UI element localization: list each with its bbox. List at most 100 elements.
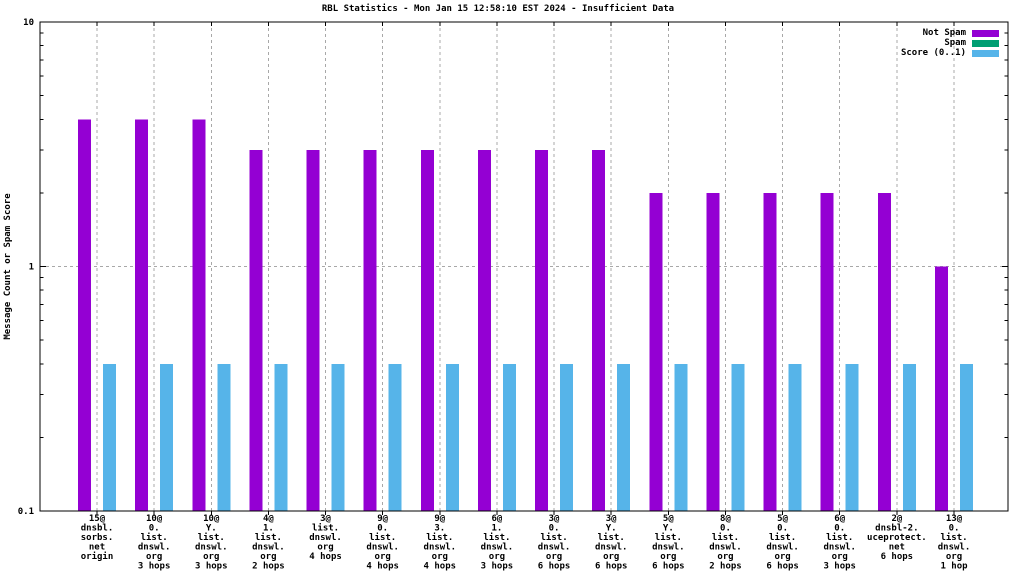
x-category-label: Y. bbox=[663, 524, 674, 534]
bar-not-spam bbox=[477, 149, 491, 511]
y-tick-label: 1 bbox=[29, 263, 34, 273]
x-category-label: 4 hops bbox=[309, 552, 342, 562]
bar-score-0-1- bbox=[617, 363, 631, 511]
x-category-label: list. bbox=[598, 532, 625, 543]
bar-score-0-1- bbox=[274, 363, 288, 511]
x-category-label: list. bbox=[312, 523, 339, 534]
x-category-label: org bbox=[432, 552, 448, 562]
bar-not-spam bbox=[592, 149, 606, 511]
x-category-label: org bbox=[832, 552, 848, 562]
x-category-label: 3@ bbox=[549, 514, 560, 524]
chart-title: RBL Statistics - Mon Jan 15 12:58:10 EST… bbox=[321, 4, 675, 14]
x-category-label: 5@ bbox=[663, 514, 674, 524]
legend-label: Spam bbox=[944, 38, 966, 48]
x-category-label: 0. bbox=[720, 524, 731, 534]
x-category-label: dnsbl. bbox=[81, 524, 114, 534]
x-category-label: 6 hops bbox=[652, 562, 685, 572]
bar-not-spam bbox=[820, 192, 834, 511]
x-category-label: Y. bbox=[206, 524, 217, 534]
x-category-label: 3 hops bbox=[481, 562, 514, 572]
x-category-label: list. bbox=[940, 532, 967, 543]
x-category-label: dnswl. bbox=[766, 543, 799, 553]
x-category-label: dnsbl-2. bbox=[875, 524, 918, 534]
x-category-label: list. bbox=[483, 532, 510, 543]
x-category-label: 6@ bbox=[492, 514, 503, 524]
bar-not-spam bbox=[763, 192, 777, 511]
x-category-label: org bbox=[317, 543, 333, 553]
x-category-label: 4 hops bbox=[424, 562, 457, 572]
x-category-label: Y. bbox=[606, 524, 617, 534]
x-category-label: 2 hops bbox=[709, 562, 742, 572]
legend: Not Spam Spam Score (0..1) bbox=[901, 28, 999, 58]
bar-not-spam bbox=[649, 192, 663, 511]
x-category-label: org bbox=[603, 552, 619, 562]
bar-not-spam bbox=[535, 149, 549, 511]
legend-item: Score (0..1) bbox=[901, 48, 999, 58]
x-category-label: 9@ bbox=[434, 514, 445, 524]
x-category-label: dnswl. bbox=[938, 543, 971, 553]
bar-score-0-1- bbox=[103, 363, 116, 511]
bar-score-0-1- bbox=[160, 363, 174, 511]
x-category-label: 0. bbox=[549, 524, 560, 534]
x-category-label: 4 hops bbox=[366, 562, 399, 572]
x-category-label: dnswl. bbox=[823, 543, 856, 553]
bar-not-spam bbox=[135, 119, 149, 512]
bar-score-0-1- bbox=[731, 363, 745, 511]
x-category-label: list. bbox=[769, 532, 796, 543]
x-category-label: 6@ bbox=[834, 514, 845, 524]
x-category-label: 2@ bbox=[891, 514, 902, 524]
x-category-label: dnswl. bbox=[481, 543, 514, 553]
x-category-label: 3@ bbox=[320, 514, 331, 524]
x-category-label: list. bbox=[141, 532, 168, 543]
x-category-label: dnswl. bbox=[538, 543, 571, 553]
bar-score-0-1- bbox=[560, 363, 574, 511]
x-category-label: dnswl. bbox=[652, 543, 685, 553]
bar-score-0-1- bbox=[845, 363, 859, 511]
x-category-label: 1. bbox=[492, 524, 503, 534]
bar-not-spam bbox=[877, 192, 891, 511]
x-category-label: dnswl. bbox=[252, 543, 285, 553]
x-category-label: list. bbox=[369, 532, 396, 543]
x-category-label: 3. bbox=[434, 524, 445, 534]
x-category-label: 0. bbox=[834, 524, 845, 534]
bar-score-0-1- bbox=[788, 363, 802, 511]
bar-not-spam bbox=[306, 149, 320, 511]
x-category-label: net bbox=[89, 543, 105, 553]
x-category-label: list. bbox=[826, 532, 853, 543]
x-category-label: org bbox=[260, 552, 276, 562]
bar-not-spam bbox=[935, 266, 948, 511]
legend-item: Spam bbox=[901, 38, 999, 48]
x-category-label: 3@ bbox=[606, 514, 617, 524]
bar-score-0-1- bbox=[902, 363, 916, 511]
x-category-label: 10@ bbox=[203, 514, 220, 524]
x-category-label: dnswl. bbox=[424, 543, 457, 553]
x-category-label: 2 hops bbox=[252, 562, 285, 572]
bar-score-0-1- bbox=[388, 363, 402, 511]
x-category-label: 5@ bbox=[777, 514, 788, 524]
x-category-label: net bbox=[889, 543, 905, 553]
x-category-label: org bbox=[489, 552, 505, 562]
x-category-label: dnswl. bbox=[595, 543, 628, 553]
x-category-label: org bbox=[660, 552, 676, 562]
x-category-label: 3 hops bbox=[823, 562, 856, 572]
x-category-label: 15@ bbox=[89, 514, 106, 524]
bar-score-0-1- bbox=[217, 363, 231, 511]
x-category-label: org bbox=[203, 552, 219, 562]
x-category-label: 6 hops bbox=[766, 562, 799, 572]
x-category-label: list. bbox=[541, 532, 568, 543]
bar-not-spam bbox=[249, 149, 263, 511]
x-category-label: org bbox=[774, 552, 790, 562]
x-category-label: 8@ bbox=[720, 514, 731, 524]
bar-score-0-1- bbox=[960, 363, 973, 511]
x-category-label: 1. bbox=[263, 524, 274, 534]
legend-label: Score (0..1) bbox=[900, 48, 966, 58]
x-category-label: dnswl. bbox=[366, 543, 399, 553]
legend-swatch bbox=[972, 39, 999, 47]
bar-not-spam bbox=[192, 119, 206, 512]
x-category-label: org bbox=[146, 552, 162, 562]
x-category-label: list. bbox=[198, 532, 225, 543]
x-category-label: list. bbox=[255, 532, 282, 543]
bar-not-spam bbox=[78, 119, 91, 512]
y-tick-label: 10 bbox=[23, 18, 34, 28]
